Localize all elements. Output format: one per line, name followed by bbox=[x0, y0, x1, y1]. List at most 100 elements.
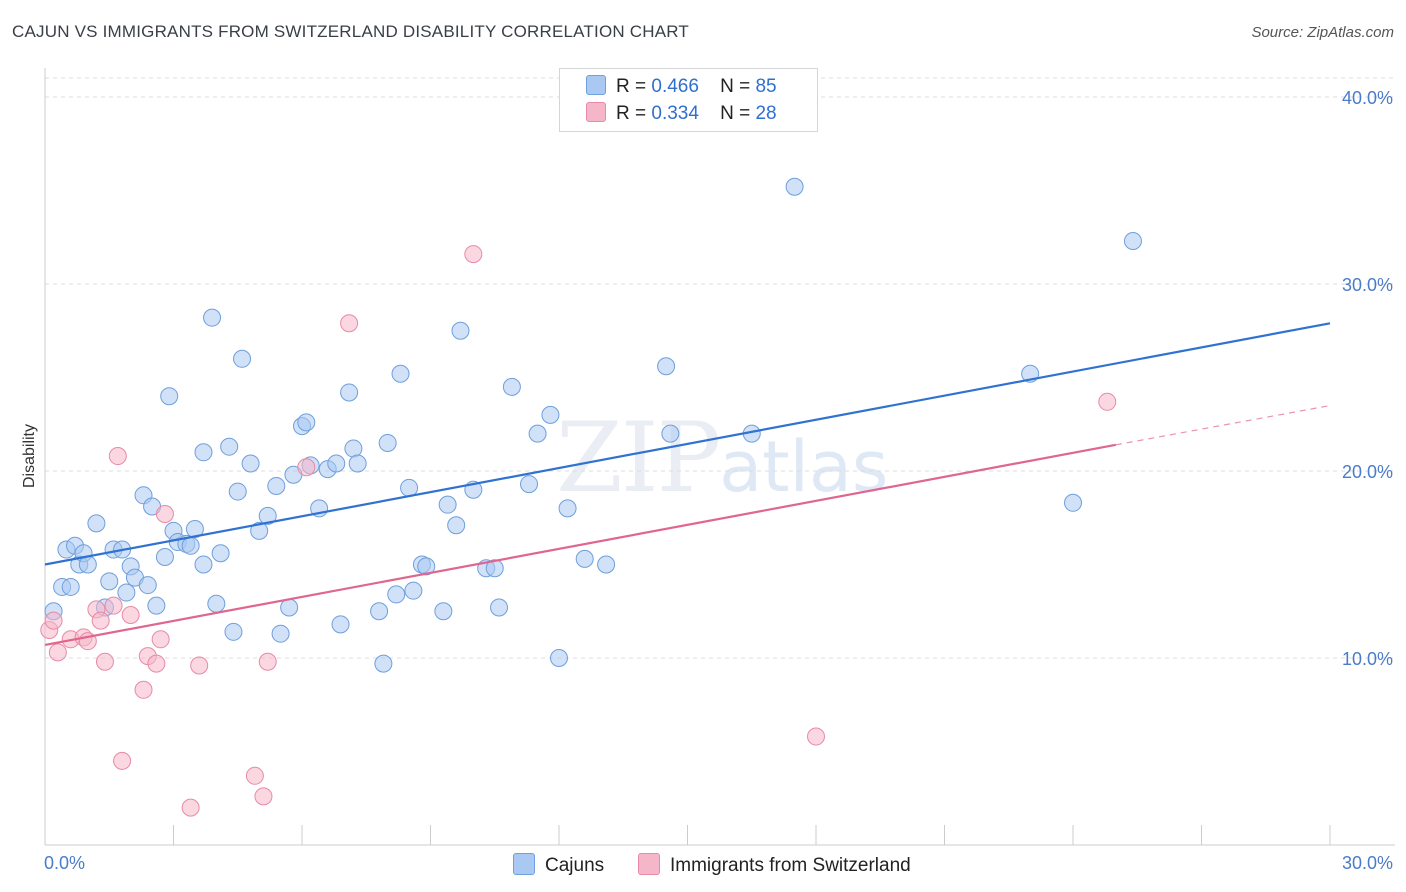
cajuns-point bbox=[387, 585, 406, 604]
cajuns-point bbox=[340, 383, 359, 402]
cajuns-point bbox=[267, 476, 286, 495]
cajuns-point bbox=[194, 555, 213, 574]
cajuns-point bbox=[233, 349, 252, 368]
cajuns-point bbox=[87, 514, 106, 533]
cajuns-point bbox=[155, 548, 174, 567]
legend-swatch-cajuns bbox=[586, 75, 606, 95]
switzerland-point bbox=[181, 798, 200, 817]
cajuns-point bbox=[575, 549, 594, 568]
cajuns-point bbox=[224, 622, 243, 641]
switzerland-point bbox=[113, 751, 132, 770]
y-tick-label: 40.0% bbox=[1342, 88, 1393, 108]
legend-n-value: 85 bbox=[755, 76, 777, 97]
switzerland-point bbox=[91, 611, 110, 630]
y-tick-label: 20.0% bbox=[1342, 462, 1393, 482]
cajuns-point bbox=[490, 598, 509, 617]
cajuns-point bbox=[1064, 493, 1082, 512]
source-label: Source: ZipAtlas.com bbox=[1251, 24, 1394, 41]
switzerland-point bbox=[95, 652, 114, 671]
switzerland-trend-line bbox=[44, 443, 1117, 646]
cajuns-point bbox=[661, 424, 680, 443]
cajuns-point bbox=[228, 482, 247, 501]
cajuns-point bbox=[280, 598, 299, 617]
switzerland-point bbox=[151, 630, 170, 649]
cajuns-point bbox=[258, 506, 277, 525]
switzerland-point bbox=[297, 458, 316, 477]
x-tick-label: 0.0% bbox=[44, 853, 85, 873]
cajuns-point bbox=[327, 454, 346, 473]
switzerland-point bbox=[245, 766, 264, 785]
cajuns-point bbox=[271, 624, 290, 643]
legend-n-value: 28 bbox=[755, 103, 777, 124]
cajuns-point bbox=[451, 321, 470, 340]
cajuns-point bbox=[61, 577, 80, 596]
bottom-legend-label: Immigrants from Switzerland bbox=[670, 855, 911, 876]
cajuns-point bbox=[211, 544, 230, 563]
cajuns-point bbox=[502, 377, 521, 396]
switzerland-trend-extension bbox=[1115, 404, 1331, 446]
cajuns-point bbox=[378, 433, 397, 452]
switzerland-point bbox=[155, 505, 174, 524]
cajuns-point bbox=[374, 654, 393, 673]
legend-r-value: 0.466 bbox=[651, 76, 699, 97]
cajuns-point bbox=[297, 413, 316, 432]
switzerland-point bbox=[258, 652, 277, 671]
cajuns-point bbox=[434, 602, 453, 621]
cajuns-point bbox=[447, 516, 466, 535]
cajuns-point bbox=[550, 649, 568, 667]
cajuns-point bbox=[100, 572, 119, 591]
cajuns-point bbox=[194, 443, 213, 462]
cajuns-point bbox=[250, 521, 269, 540]
switzerland-point bbox=[108, 447, 127, 466]
cajuns-point bbox=[785, 177, 804, 196]
cajuns-point bbox=[220, 437, 239, 456]
legend-r-value: 0.334 bbox=[651, 103, 699, 124]
cajuns-point bbox=[181, 536, 200, 555]
switzerland-point bbox=[44, 611, 63, 630]
bottom-legend-switzerland: Immigrants from Switzerland bbox=[638, 853, 911, 877]
cajuns-point bbox=[138, 576, 157, 595]
cajuns-point bbox=[147, 596, 166, 615]
cajuns-point bbox=[370, 602, 389, 621]
cajuns-point bbox=[331, 615, 350, 634]
bottom-legend-cajuns: Cajuns bbox=[513, 853, 604, 877]
cajuns-point bbox=[558, 499, 577, 518]
cajuns-point bbox=[597, 555, 616, 574]
y-axis-label: Disability bbox=[21, 424, 38, 488]
chart-title: CAJUN VS IMMIGRANTS FROM SWITZERLAND DIS… bbox=[12, 22, 690, 41]
cajuns-point bbox=[1123, 231, 1142, 250]
cajuns-point bbox=[528, 424, 547, 443]
cajuns-point bbox=[404, 581, 423, 600]
cajuns-point bbox=[485, 559, 504, 578]
cajuns-point bbox=[344, 439, 363, 458]
cajuns-point bbox=[241, 454, 260, 473]
switzerland-point bbox=[190, 656, 209, 675]
switzerland-point bbox=[121, 605, 140, 624]
switzerland-point bbox=[807, 727, 825, 746]
cajuns-trend-line bbox=[44, 322, 1331, 566]
cajuns-point bbox=[520, 475, 539, 494]
switzerland-point bbox=[134, 680, 153, 699]
cajuns-point bbox=[207, 594, 226, 613]
cajuns-point bbox=[117, 583, 136, 602]
switzerland-point bbox=[254, 787, 273, 806]
bottom-legend-label: Cajuns bbox=[545, 855, 605, 876]
cajuns-point bbox=[417, 557, 436, 576]
bottom-legend-swatch-switzerland bbox=[638, 853, 660, 875]
x-tick-label: 30.0% bbox=[1342, 853, 1393, 873]
y-tick-label: 30.0% bbox=[1342, 275, 1393, 295]
legend-swatch-switzerland bbox=[586, 102, 606, 122]
legend-row-cajuns: R = 0.466 N = 85 bbox=[586, 75, 777, 98]
cajuns-point bbox=[438, 495, 457, 514]
cajuns-point bbox=[160, 387, 179, 406]
legend-r-label: R = bbox=[616, 76, 647, 97]
switzerland-point bbox=[340, 314, 359, 333]
correlation-legend: R = 0.466 N = 85 R = 0.334 N = 28 bbox=[559, 68, 818, 132]
cajuns-point bbox=[657, 357, 676, 376]
watermark-zip: ZIP bbox=[556, 402, 721, 514]
legend-r-label: R = bbox=[616, 103, 647, 124]
legend-row-switzerland: R = 0.334 N = 28 bbox=[586, 102, 777, 125]
bottom-legend-swatch-cajuns bbox=[513, 853, 535, 875]
switzerland-point bbox=[48, 643, 67, 662]
